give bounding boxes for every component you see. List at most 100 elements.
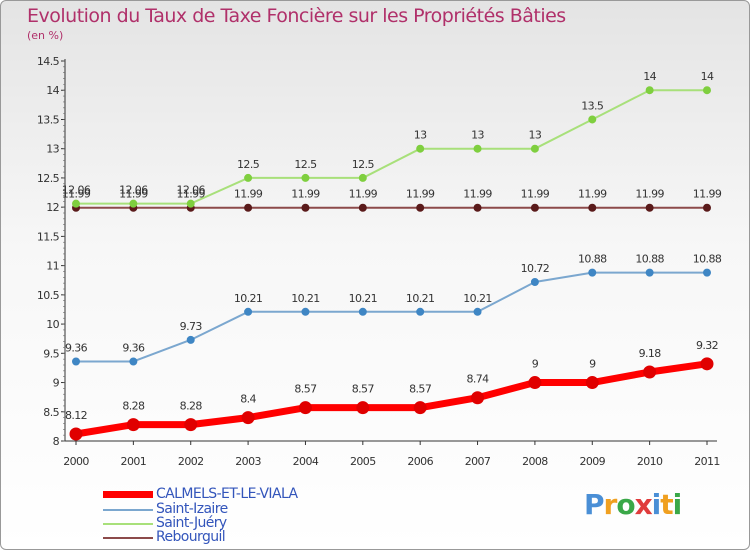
data-label: 12.5 <box>352 158 375 171</box>
chart-title: Evolution du Taux de Taxe Foncière sur l… <box>27 5 566 27</box>
logo-letter: P <box>584 488 605 521</box>
series-line-0 <box>75 360 708 438</box>
data-point <box>413 401 427 415</box>
data-point <box>471 391 485 405</box>
y-tick-label: 12 <box>46 201 59 214</box>
legend-label-saint-izaire: Saint-Izaire <box>156 501 228 517</box>
data-label: 11.99 <box>693 188 722 201</box>
y-tick-label: 14.5 <box>37 55 60 68</box>
data-point <box>358 307 367 316</box>
data-label: 8.28 <box>122 400 145 413</box>
data-label: 11.99 <box>119 188 148 201</box>
data-label: 10.88 <box>578 253 607 266</box>
data-label: 11.99 <box>291 188 320 201</box>
y-tick-label: 8.5 <box>43 406 59 419</box>
data-label: 14 <box>701 70 714 83</box>
data-label: 9 <box>532 358 539 371</box>
data-point <box>588 115 597 124</box>
legend-swatch-saint-izaire <box>103 509 153 511</box>
series-line-1 <box>76 271 707 363</box>
data-label: 8.74 <box>466 373 489 386</box>
data-point <box>530 277 539 286</box>
logo-letter: o <box>616 488 635 521</box>
legend-item-saint-juery: Saint-Juéry <box>103 515 343 531</box>
x-tick-label: 2007 <box>465 455 491 468</box>
data-label: 11.99 <box>349 188 378 201</box>
data-label: 8.57 <box>294 383 317 396</box>
data-point <box>301 307 310 316</box>
data-point <box>416 307 425 316</box>
proxiti-logo: Proxiti <box>584 488 682 521</box>
x-tick-label: 2008 <box>522 455 548 468</box>
data-label: 9.32 <box>696 339 718 352</box>
y-tick-label: 9.5 <box>43 347 59 360</box>
x-tick-label: 2003 <box>235 455 261 468</box>
legend-label-calmels: CALMELS-ET-LE-VIALA <box>156 486 298 502</box>
unit-label: (en %) <box>27 29 64 42</box>
data-labels: 11.99 11.99 11.99 11.99 11.99 11.99 11.99 11.99… <box>62 70 723 422</box>
data-label: 9.18 <box>639 347 662 360</box>
data-point <box>241 411 255 425</box>
data-point <box>184 418 198 432</box>
data-point <box>129 199 138 208</box>
data-label: 10.21 <box>349 292 378 305</box>
data-label: 11.99 <box>176 188 205 201</box>
series-group <box>69 86 714 441</box>
x-tick-label: 2005 <box>350 455 376 468</box>
data-label: 12.06 <box>176 184 205 197</box>
x-tick-label: 2009 <box>579 455 605 468</box>
y-tick-label: 11 <box>46 260 59 273</box>
logo-letter: x <box>634 488 653 521</box>
data-point <box>126 418 140 432</box>
y-tick-label: 14 <box>46 84 59 97</box>
data-label: 11.99 <box>463 188 492 201</box>
x-tick-label: 2000 <box>63 455 89 468</box>
data-point <box>588 203 597 212</box>
data-label: 8.4 <box>240 393 256 406</box>
x-tick-label: 2001 <box>121 455 147 468</box>
data-point <box>528 376 542 390</box>
y-tick-label: 9 <box>53 377 60 390</box>
data-label: 12.5 <box>237 158 260 171</box>
y-tick-label: 13 <box>46 143 59 156</box>
data-label: 8.57 <box>409 383 432 396</box>
data-label: 10.21 <box>291 292 320 305</box>
x-tick-label: 2004 <box>293 455 319 468</box>
x-tick-label: 2011 <box>694 455 720 468</box>
data-point <box>358 173 367 182</box>
data-label: 10.88 <box>635 253 664 266</box>
data-point <box>301 203 310 212</box>
data-label: 11.99 <box>578 188 607 201</box>
data-label: 9.73 <box>180 320 203 333</box>
data-point <box>298 401 312 415</box>
data-point <box>703 203 711 212</box>
data-point <box>588 268 597 277</box>
data-point <box>700 357 714 371</box>
logo-letter: t <box>660 488 673 521</box>
data-point <box>244 173 253 182</box>
data-point <box>356 401 370 415</box>
y-tick-label: 8 <box>53 435 60 448</box>
data-label: 12.06 <box>62 184 91 197</box>
x-tick-label: 2006 <box>407 455 433 468</box>
data-point <box>244 307 253 316</box>
data-label: 10.21 <box>406 292 435 305</box>
data-point <box>530 144 539 153</box>
data-point <box>72 357 80 366</box>
data-label: 13 <box>414 129 427 142</box>
data-label: 11.99 <box>62 188 91 201</box>
data-label: 11.99 <box>635 188 664 201</box>
data-point <box>244 203 253 212</box>
data-point <box>703 86 711 95</box>
data-point <box>703 268 711 277</box>
y-tick-label: 10 <box>46 318 59 331</box>
data-point <box>69 427 83 441</box>
data-label: 9.36 <box>122 341 145 354</box>
x-tick-label: 2010 <box>637 455 663 468</box>
data-label: 12.06 <box>119 184 148 197</box>
y-tick-label: 10.5 <box>37 289 60 302</box>
axes: 8 8.5 9 9.5 10 10.5 11 11.5 12 12.5 13 13.5 14 14.5 20… <box>37 55 720 468</box>
y-tick-label: 11.5 <box>37 230 60 243</box>
